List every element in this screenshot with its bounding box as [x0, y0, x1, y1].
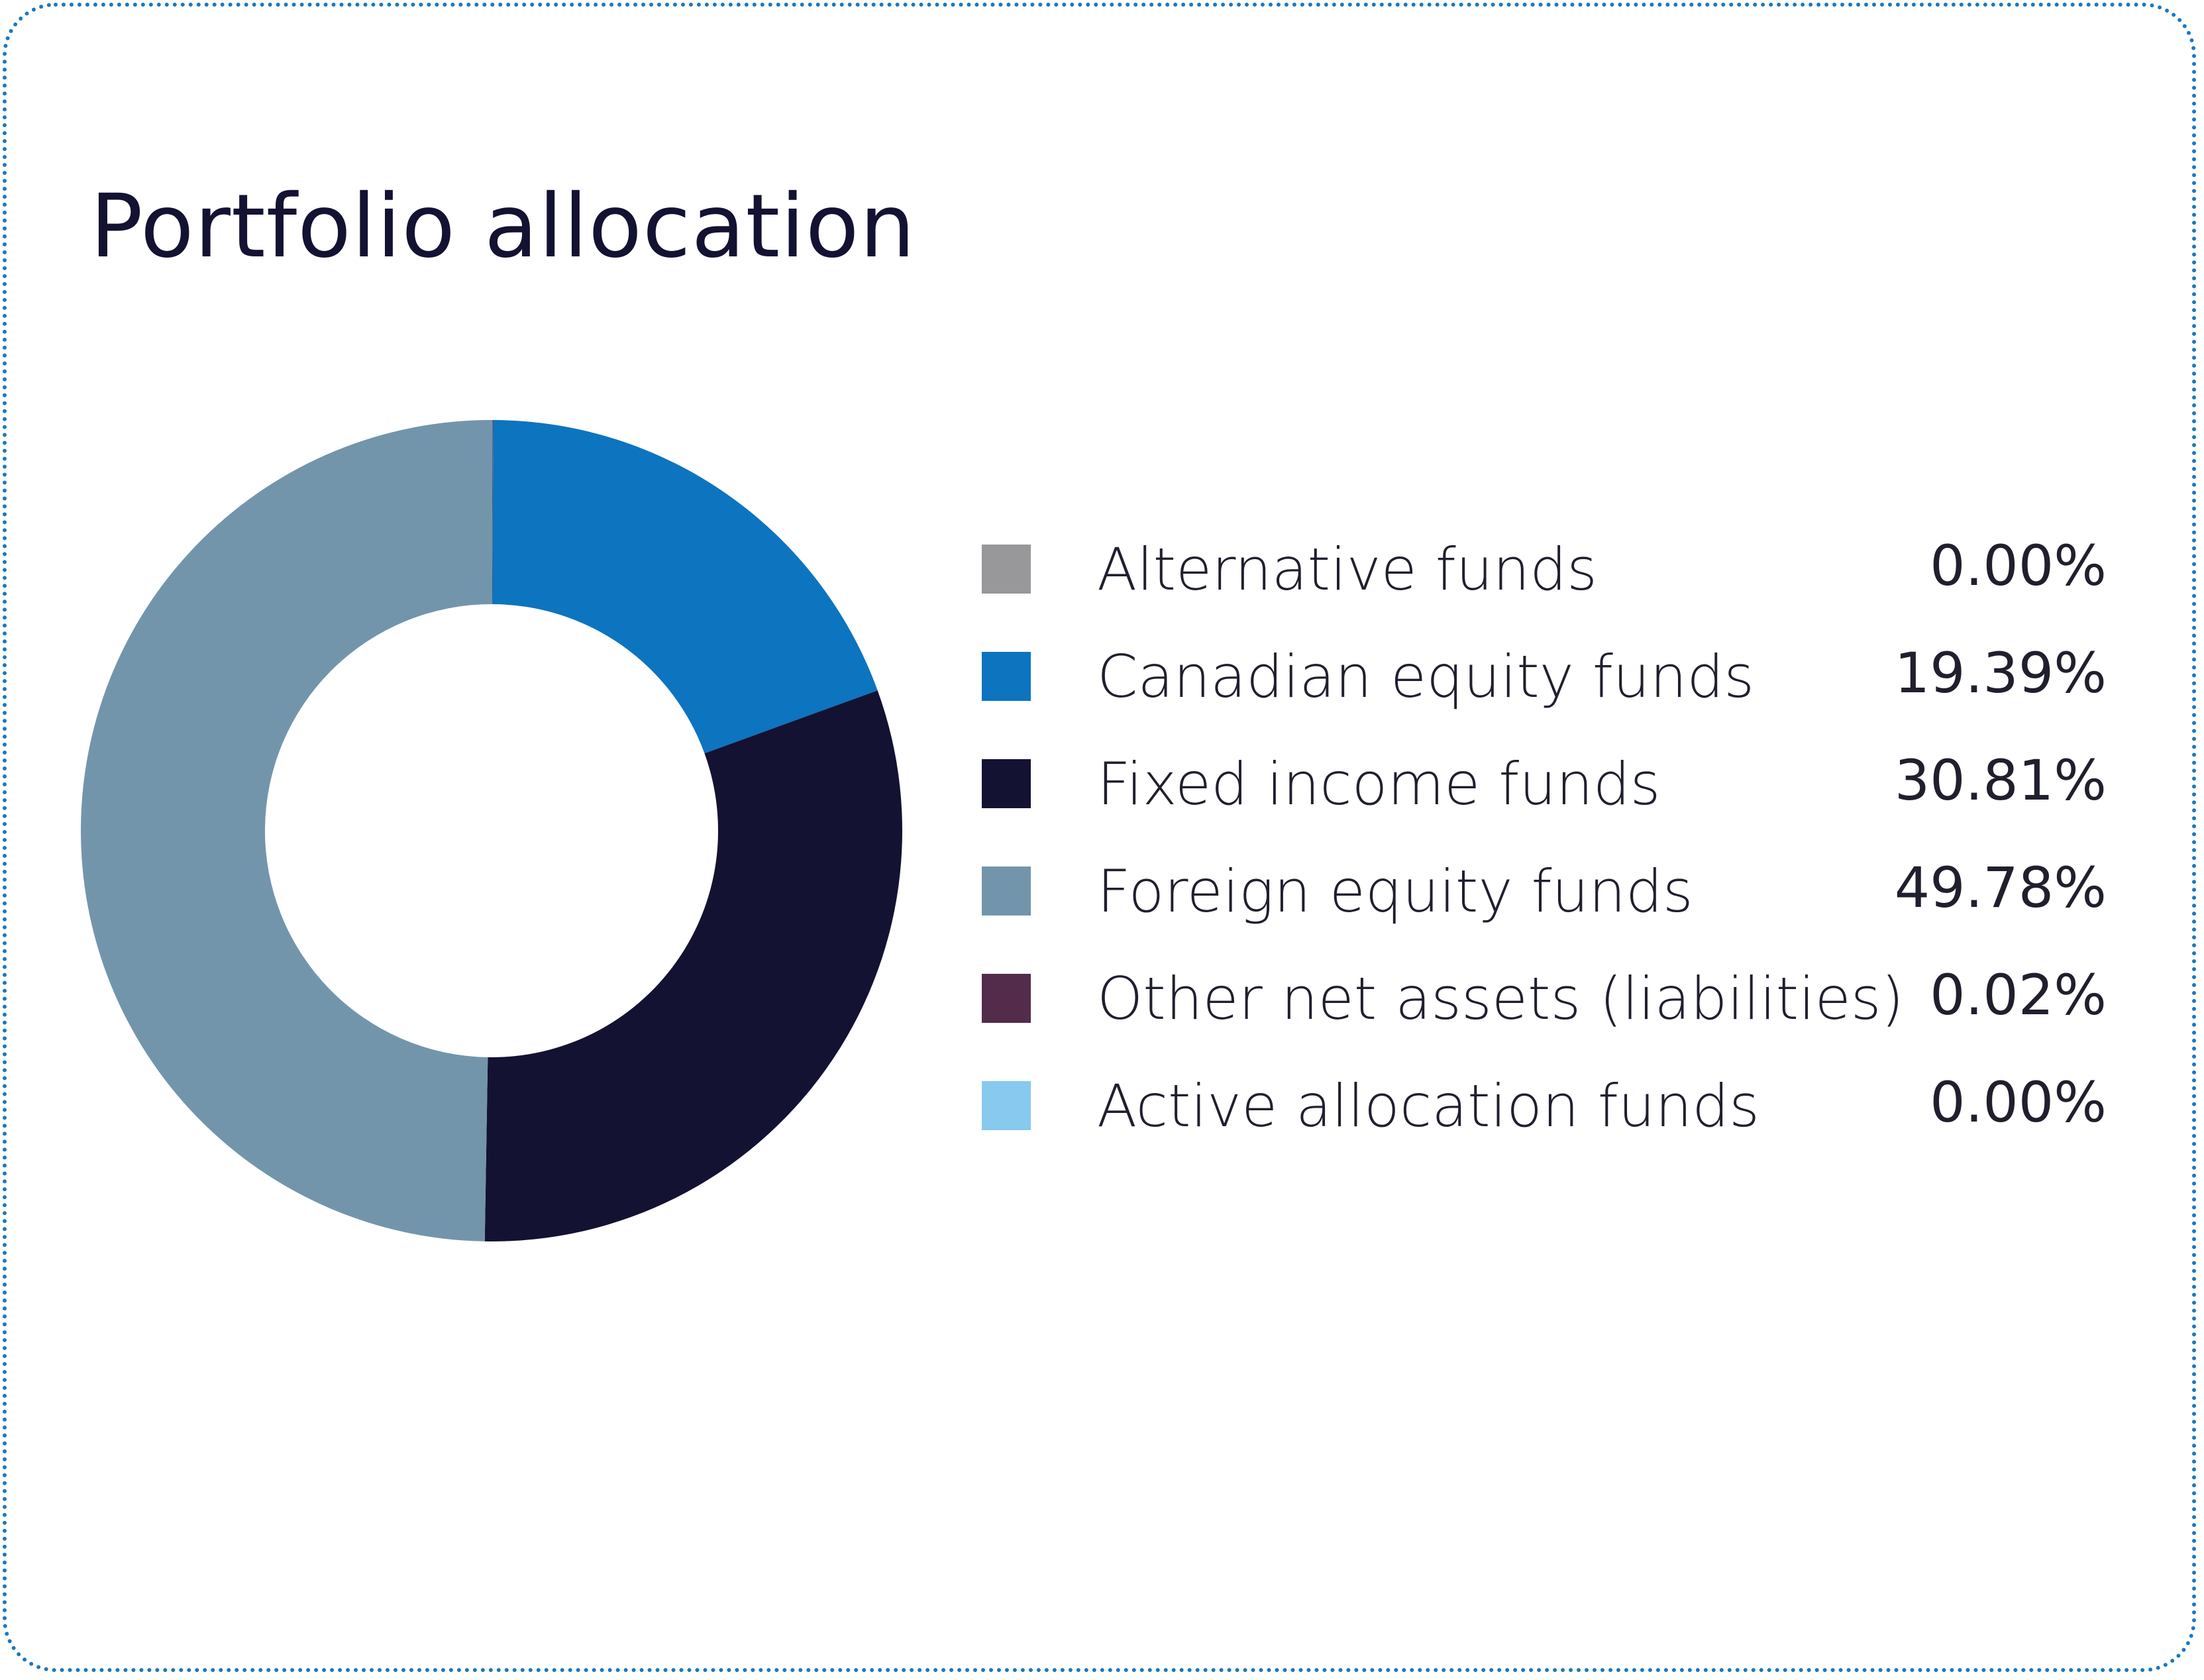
legend-item: Fixed income funds 30.81% [980, 745, 2107, 852]
legend-label: Active allocation funds [1097, 1072, 1759, 1140]
legend-item: Foreign equity funds 49.78% [980, 852, 2107, 959]
legend-swatch [982, 652, 1031, 701]
legend-value: 49.78% [1894, 855, 2107, 920]
chart-card [3, 3, 2196, 1672]
legend-label: Fixed income funds [1097, 750, 1661, 818]
legend-swatch [982, 974, 1031, 1023]
legend-item: Canadian equity funds 19.39% [980, 637, 2107, 745]
legend-value: 0.02% [1930, 963, 2107, 1027]
donut-slices [81, 420, 902, 1241]
chart-title: Portfolio allocation [90, 176, 916, 278]
legend-value: 30.81% [1894, 748, 2107, 813]
legend-item: Active allocation funds 0.00% [980, 1067, 2107, 1174]
legend-swatch [982, 759, 1031, 808]
legend-swatch [982, 866, 1031, 916]
donut-slice-canadian-equity-funds [492, 420, 878, 754]
legend-swatch [982, 545, 1031, 594]
legend-label: Alternative funds [1097, 535, 1598, 604]
legend-value: 0.00% [1930, 1070, 2107, 1135]
legend-item: Other net assets (liabilities) 0.02% [980, 959, 2107, 1067]
legend-label: Canadian equity funds [1097, 643, 1755, 711]
legend-label: Other net assets (liabilities) [1097, 965, 1904, 1033]
legend-value: 19.39% [1894, 641, 2107, 706]
legend-swatch [982, 1081, 1031, 1130]
legend-value: 0.00% [1930, 533, 2107, 598]
legend-item: Alternative funds 0.00% [980, 530, 2107, 637]
donut-slice-foreign-equity-funds [81, 420, 493, 1241]
donut-slice-fixed-income-funds [484, 690, 902, 1241]
legend-label: Foreign equity funds [1097, 857, 1693, 925]
chart-legend: Alternative funds 0.00% Canadian equity fu… [980, 530, 2107, 1174]
